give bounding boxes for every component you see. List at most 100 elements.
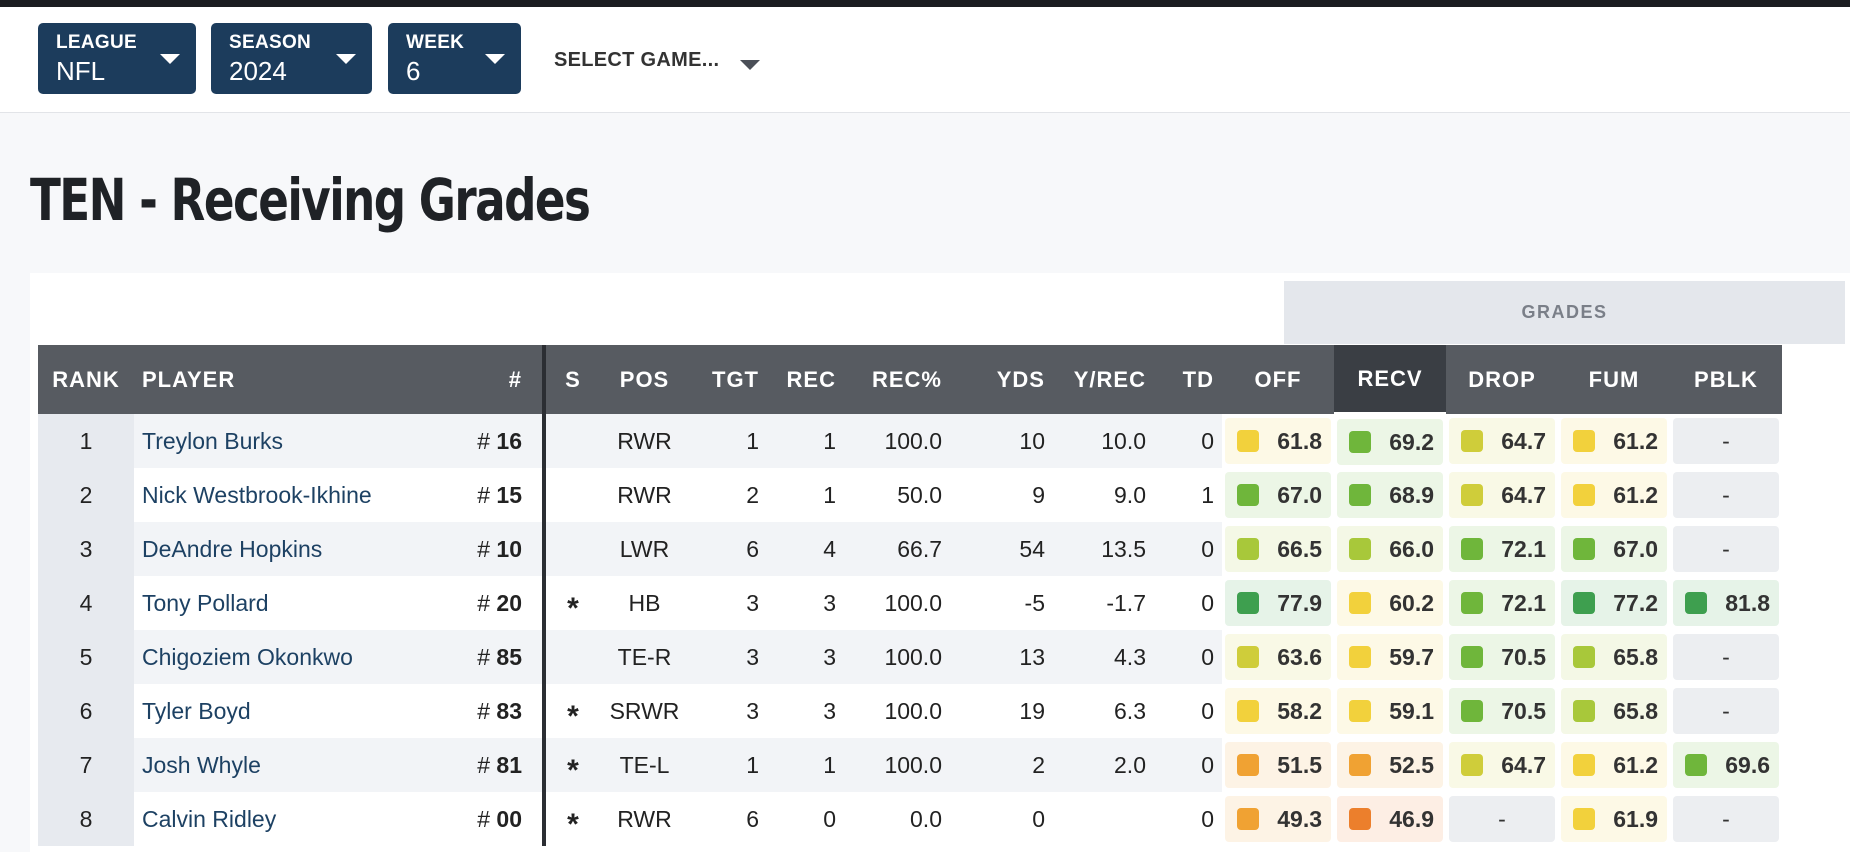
grade-badge: 46.9: [1337, 796, 1443, 842]
grade-badge: 61.2: [1561, 742, 1667, 788]
player-name-link[interactable]: Treylon Burks: [142, 427, 284, 454]
position-cell: RWR: [600, 468, 689, 522]
touchdowns-cell: 1: [1154, 468, 1222, 522]
rank-cell: 4: [38, 576, 134, 630]
grade-value: 60.2: [1389, 589, 1434, 616]
grade-color-square: [1461, 700, 1483, 722]
grade-color-square: [1461, 484, 1483, 506]
season-dropdown[interactable]: SEASON 2024: [211, 23, 372, 94]
targets-cell: 1: [689, 738, 767, 792]
col-header-fum[interactable]: FUM: [1558, 345, 1670, 414]
reception-pct-cell: 100.0: [844, 414, 950, 468]
grade-value: 81.8: [1725, 589, 1770, 616]
col-header-number[interactable]: #: [434, 345, 546, 414]
targets-cell: 6: [689, 522, 767, 576]
yards-cell: 0: [950, 792, 1053, 846]
col-header-td[interactable]: TD: [1154, 345, 1222, 414]
player-name-link[interactable]: Tyler Boyd: [142, 697, 251, 724]
col-header-rec[interactable]: REC: [767, 345, 844, 414]
grade-color-square: [1573, 430, 1595, 452]
grade-value: 66.0: [1389, 535, 1434, 562]
yards-cell: 2: [950, 738, 1053, 792]
grade-color-square: [1573, 592, 1595, 614]
col-header-pos[interactable]: POS: [600, 345, 689, 414]
col-header-yds[interactable]: YDS: [950, 345, 1053, 414]
player-name-link[interactable]: Chigoziem Okonkwo: [142, 643, 353, 670]
position-cell: TE-R: [600, 630, 689, 684]
rank-cell: 3: [38, 522, 134, 576]
grade-cell-recv: 68.9: [1334, 468, 1446, 522]
yards-cell: 54: [950, 522, 1053, 576]
jersey-number-cell: # 00: [434, 792, 546, 846]
page-title: TEN - Receiving Grades: [30, 166, 591, 234]
targets-cell: 3: [689, 576, 767, 630]
touchdowns-cell: 0: [1154, 630, 1222, 684]
table-row: 1 Treylon Burks # 16 RWR 1 1 100.0 10 10.0 0 61.8 6…: [38, 414, 1782, 468]
grade-color-square: [1237, 808, 1259, 830]
grade-badge: 51.5: [1225, 742, 1331, 788]
grade-value: 68.9: [1389, 481, 1434, 508]
col-header-drop[interactable]: DROP: [1446, 345, 1558, 414]
yards-per-rec-cell: 9.0: [1053, 468, 1154, 522]
grade-cell-recv: 52.5: [1334, 738, 1446, 792]
jersey-number-cell: # 81: [434, 738, 546, 792]
grade-badge: 69.6: [1673, 742, 1779, 788]
col-header-rec-pct[interactable]: REC%: [844, 345, 950, 414]
yards-per-rec-cell: 6.3: [1053, 684, 1154, 738]
grade-cell-fum: 61.2: [1558, 414, 1670, 468]
player-name-link[interactable]: DeAndre Hopkins: [142, 535, 323, 562]
starter-indicator: *: [567, 591, 579, 625]
jersey-number-cell: # 15: [434, 468, 546, 522]
position-cell: TE-L: [600, 738, 689, 792]
grade-badge: 64.7: [1449, 742, 1555, 788]
jersey-number: 85: [496, 643, 522, 670]
grade-value: 61.2: [1613, 751, 1658, 778]
grade-badge: 72.1: [1449, 526, 1555, 572]
grade-color-square: [1349, 431, 1371, 453]
game-select-dropdown[interactable]: SELECT GAME...: [554, 49, 720, 71]
grade-badge: 49.3: [1225, 796, 1331, 842]
grade-cell-drop: 70.5: [1446, 630, 1558, 684]
grade-cell-pblk: 69.6: [1670, 738, 1782, 792]
grade-cell-recv: 66.0: [1334, 522, 1446, 576]
col-header-tgt[interactable]: TGT: [689, 345, 767, 414]
col-header-starter[interactable]: S: [544, 345, 600, 414]
caret-down-icon[interactable]: [740, 60, 760, 70]
receptions-cell: 1: [767, 414, 844, 468]
jersey-number: 81: [496, 751, 522, 778]
top-bar: [0, 0, 1850, 7]
table-row: 4 Tony Pollard # 20 * HB 3 3 100.0 -5 -1.7 0 77.9 60…: [38, 576, 1782, 630]
grade-value: 46.9: [1389, 805, 1434, 832]
player-name-link[interactable]: Calvin Ridley: [142, 805, 277, 832]
player-name-link[interactable]: Tony Pollard: [142, 589, 269, 616]
grade-badge: 61.2: [1561, 472, 1667, 518]
col-header-pblk[interactable]: PBLK: [1670, 345, 1782, 414]
grade-badge: 58.2: [1225, 688, 1331, 734]
player-name-link[interactable]: Nick Westbrook-Ikhine: [142, 481, 372, 508]
targets-cell: 3: [689, 630, 767, 684]
player-name-link[interactable]: Josh Whyle: [142, 751, 261, 778]
reception-pct-cell: 66.7: [844, 522, 950, 576]
rank-cell: 1: [38, 414, 134, 468]
jersey-number-cell: # 85: [434, 630, 546, 684]
col-header-y-rec[interactable]: Y/REC: [1053, 345, 1154, 414]
week-dropdown[interactable]: WEEK 6: [388, 23, 521, 94]
targets-cell: 1: [689, 414, 767, 468]
col-header-off[interactable]: OFF: [1222, 345, 1334, 414]
grade-badge: 70.5: [1449, 688, 1555, 734]
grade-cell-fum: 67.0: [1558, 522, 1670, 576]
starter-indicator: *: [567, 753, 579, 787]
grade-value: 72.1: [1501, 589, 1546, 616]
col-header-player[interactable]: PLAYER: [134, 345, 434, 414]
league-dropdown[interactable]: LEAGUE NFL: [38, 23, 196, 94]
grade-value: 69.2: [1389, 428, 1434, 455]
grade-cell-pblk: -: [1670, 630, 1782, 684]
grade-value: 77.9: [1277, 589, 1322, 616]
grade-color-square: [1237, 430, 1259, 452]
caret-down-icon: [160, 54, 180, 64]
col-header-rank[interactable]: RANK: [38, 345, 134, 414]
grade-cell-fum: 61.2: [1558, 738, 1670, 792]
col-header-recv[interactable]: RECV: [1334, 345, 1446, 416]
grade-color-square: [1461, 538, 1483, 560]
reception-pct-cell: 100.0: [844, 738, 950, 792]
